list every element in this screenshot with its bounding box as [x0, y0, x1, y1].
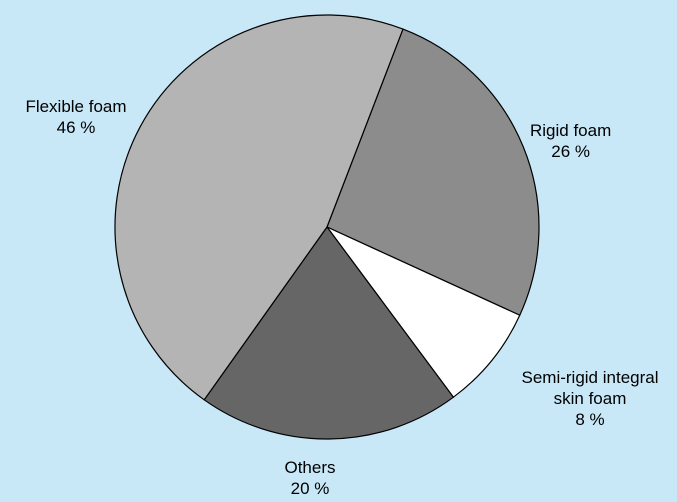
slice-name-semi-rigid-line-1: Semi-rigid integral — [521, 368, 659, 387]
slice-label-semi-rigid-integral-skin-foam: Semi-rigid integral skin foam 8 % — [505, 367, 675, 430]
slice-name-rigid-foam: Rigid foam — [530, 121, 612, 140]
pie-slice-semi-rigid-integral-skin-foam — [326, 226, 521, 398]
slice-name-flexible-foam: Flexible foam — [25, 97, 127, 116]
slice-value-semi-rigid: 8 % — [575, 410, 605, 429]
slice-value-rigid-foam: 26 % — [551, 142, 590, 161]
slice-label-others: Others 20 % — [255, 457, 365, 499]
slice-name-others: Others — [284, 458, 336, 477]
slice-label-flexible-foam: Flexible foam 46 % — [6, 96, 146, 138]
slice-value-flexible-foam: 46 % — [56, 118, 96, 137]
slice-label-rigid-foam: Rigid foam 26 % — [530, 120, 611, 162]
pie-slice-rigid-foam — [326, 28, 540, 316]
slice-value-others: 20 % — [290, 479, 330, 498]
pie-slice-others — [203, 226, 454, 440]
slice-name-semi-rigid-line-2: skin foam — [553, 389, 627, 408]
pie-slice-flexible-foam — [114, 14, 404, 401]
